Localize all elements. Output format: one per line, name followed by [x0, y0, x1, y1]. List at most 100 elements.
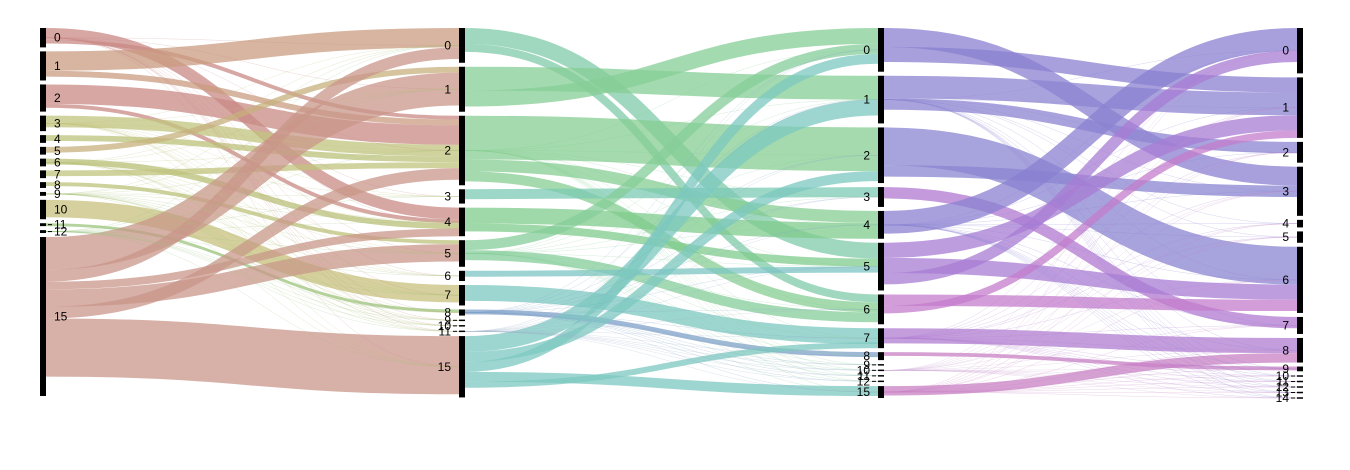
- flow-thread-1-8-to-7: [464, 312, 879, 339]
- flow-thread-2-1-to-9: [883, 99, 1298, 370]
- flow-thread-1-2-to-5: [464, 150, 879, 267]
- flow-thread-0-12-to-9: [45, 231, 460, 321]
- node-col0-1: [40, 51, 46, 81]
- node-label-col0-0: 0: [54, 31, 61, 45]
- flow-thread-2-1-to-7: [883, 99, 1298, 326]
- flow-band-1-1-to-0: [464, 27, 879, 107]
- node-label-col3-8: 8: [1282, 343, 1289, 357]
- node-label-col3-4: 4: [1282, 217, 1289, 231]
- flow-band-1-15-to-0: [464, 53, 879, 372]
- flow-thread-2-15-to-0: [883, 50, 1298, 393]
- node-label-col3-0: 0: [1282, 44, 1289, 58]
- flow-band-1-3-to-3: [464, 187, 879, 200]
- node-label-col3-14: 14: [1276, 391, 1290, 405]
- node-label-col3-13: 13: [1276, 386, 1290, 400]
- nodes-layer: 0123456789101112150123456789101115012345…: [40, 28, 1303, 405]
- flow-thread-0-6-to-7: [45, 162, 460, 296]
- node-col1-4: [459, 207, 465, 237]
- flow-thread-2-4-to-1: [883, 107, 1298, 226]
- node-label-col0-1: 1: [54, 59, 61, 73]
- flow-thread-0-0-to-11: [45, 37, 460, 332]
- flow-thread-1-8-to-15: [464, 312, 879, 393]
- flow-thread-2-10-to-5: [883, 236, 1298, 371]
- flow-thread-0-3-to-1: [45, 89, 460, 124]
- node-label-col2-5: 5: [863, 260, 870, 274]
- flow-thread-2-15-to-9: [883, 368, 1298, 393]
- node-label-col0-8: 8: [54, 178, 61, 192]
- node-col0-11: [40, 223, 46, 227]
- flow-thread-0-9-to-5: [45, 193, 460, 254]
- flow-thread-0-12-to-8: [45, 231, 460, 313]
- node-label-col2-12: 12: [857, 374, 871, 388]
- node-label-col1-5: 5: [444, 247, 451, 261]
- flow-thread-0-0-to-9: [45, 37, 460, 321]
- node-label-col3-5: 5: [1282, 230, 1289, 244]
- flow-thread-2-10-to-7: [883, 325, 1298, 371]
- flow-thread-2-4-to-5: [883, 224, 1298, 238]
- flow-thread-1-5-to-4: [464, 224, 879, 254]
- node-label-col1-2: 2: [444, 144, 451, 158]
- node-col2-8: [878, 352, 884, 361]
- flow-thread-0-3-to-3: [45, 123, 460, 197]
- node-label-col1-3: 3: [444, 189, 451, 203]
- flow-thread-1-5-to-0: [464, 49, 879, 254]
- flow-band-0-10-to-7: [45, 199, 460, 303]
- flow-thread-0-12-to-15: [45, 231, 460, 368]
- flow-thread-0-6-to-3: [45, 162, 460, 197]
- flow-thread-0-3-to-9: [45, 123, 460, 321]
- node-col1-2: [459, 115, 465, 186]
- node-label-col3-6: 6: [1282, 273, 1289, 287]
- flows-layer: [45, 27, 1298, 399]
- node-label-col3-1: 1: [1282, 101, 1289, 115]
- flow-thread-1-11-to-5: [464, 266, 879, 332]
- flow-thread-0-9-to-6: [45, 193, 460, 277]
- flow-thread-2-15-to-1: [883, 107, 1298, 393]
- flow-band-2-4-to-0: [883, 28, 1298, 234]
- flow-thread-0-0-to-4: [45, 37, 460, 223]
- flow-band-0-6-to-4: [45, 158, 460, 229]
- flow-thread-2-10-to-3: [883, 191, 1298, 371]
- node-col0-3: [40, 115, 46, 132]
- node-col3-12: [1297, 386, 1303, 388]
- flow-thread-2-1-to-13: [883, 99, 1298, 393]
- flow-thread-2-7-to-13: [883, 337, 1298, 393]
- flow-band-0-8-to-5: [45, 182, 460, 245]
- flow-thread-1-11-to-11: [464, 331, 879, 377]
- node-label-col2-6: 6: [863, 302, 870, 316]
- node-col0-7: [40, 170, 46, 179]
- flow-band-0-15-to-2: [45, 168, 460, 319]
- node-col3-6: [1297, 246, 1303, 313]
- flow-thread-1-8-to-4: [464, 224, 879, 313]
- node-col3-10: [1297, 375, 1303, 377]
- flow-thread-0-9-to-2: [45, 150, 460, 195]
- node-label-col0-11: 11: [54, 218, 67, 232]
- node-col0-15: [40, 237, 46, 396]
- flow-thread-1-5-to-7: [464, 253, 879, 339]
- flow-thread-2-4-to-12: [883, 224, 1298, 388]
- flow-thread-2-7-to-7: [883, 325, 1298, 339]
- flow-thread-0-6-to-2: [45, 150, 460, 163]
- node-col3-14: [1297, 397, 1303, 399]
- flow-thread-1-5-to-11: [464, 253, 879, 377]
- flow-thread-2-10-to-9: [883, 368, 1298, 371]
- flow-thread-1-11-to-0: [464, 49, 879, 332]
- flow-thread-1-11-to-9: [464, 331, 879, 366]
- flow-band-1-15-to-1: [464, 99, 879, 352]
- node-col1-3: [459, 189, 465, 204]
- flow-band-1-5-to-0: [464, 43, 879, 251]
- flow-band-2-0-to-1: [883, 46, 1298, 93]
- node-col3-11: [1297, 380, 1303, 383]
- flow-thread-0-9-to-10: [45, 193, 460, 327]
- flow-thread-2-1-to-4: [883, 99, 1298, 224]
- node-label-col2-1: 1: [863, 93, 870, 107]
- flow-thread-1-2-to-1: [464, 99, 879, 151]
- node-col0-8: [40, 182, 46, 188]
- node-col1-6: [459, 270, 465, 282]
- flow-thread-2-7-to-12: [883, 337, 1298, 388]
- flow-thread-2-10-to-4: [883, 223, 1298, 371]
- node-col3-0: [1297, 28, 1303, 74]
- flow-band-0-15-to-0: [45, 47, 460, 282]
- flow-thread-1-2-to-12: [464, 150, 879, 382]
- flow-thread-2-1-to-11: [883, 99, 1298, 382]
- flow-thread-1-8-to-3: [464, 196, 879, 313]
